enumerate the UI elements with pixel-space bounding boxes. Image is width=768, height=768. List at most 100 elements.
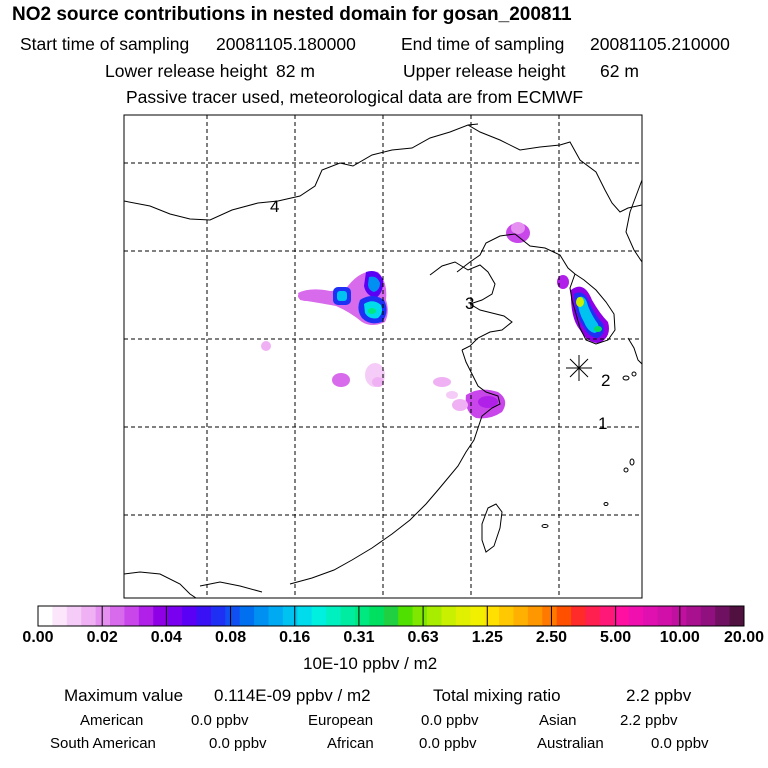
- australian-label: Australian: [537, 735, 604, 752]
- figure-title: NO2 source contributions in nested domai…: [12, 4, 572, 25]
- colorbar-swatch: [455, 606, 471, 626]
- colorbar-swatch: [614, 606, 630, 626]
- colorbar-units: 10E-10 ppbv / m2: [303, 654, 438, 673]
- lat-lon-grid: [124, 115, 642, 598]
- end-time-label: End time of sampling: [401, 34, 565, 54]
- colorbar-tick-label: 10.00: [659, 629, 700, 646]
- colorbar-swatch: [326, 606, 342, 626]
- map-border: [123, 114, 643, 599]
- colorbar-swatch: [340, 606, 356, 626]
- colorbar-swatch: [686, 606, 702, 626]
- colorbar-swatch: [311, 606, 327, 626]
- total-mixing-value: 2.2 ppbv: [626, 686, 692, 705]
- colorbar-swatch: [484, 606, 500, 626]
- colorbar-tick-label: 0.00: [22, 629, 54, 646]
- colorbar-tick-label: 0.08: [214, 629, 247, 646]
- colorbar-swatch: [268, 606, 284, 626]
- colorbar-swatch: [153, 606, 169, 626]
- end-time-value: 20081105.210000: [590, 34, 730, 54]
- colorbar: [37, 605, 745, 627]
- colorbar-swatch: [643, 606, 659, 626]
- colorbar-swatch: [398, 606, 414, 626]
- colorbar-swatch: [599, 606, 615, 626]
- upper-release-label: Upper release height: [403, 61, 566, 81]
- american-value: 0.0 ppbv: [191, 712, 249, 729]
- lower-release-label: Lower release height: [105, 61, 268, 81]
- total-mixing-label: Total mixing ratio: [433, 686, 561, 705]
- asian-label: Asian: [539, 712, 577, 729]
- colorbar-tick-label: 5.00: [600, 629, 632, 646]
- colorbar-swatch: [297, 606, 313, 626]
- colorbar-swatch: [196, 606, 212, 626]
- colorbar-border: [37, 605, 745, 627]
- plume-korea: [557, 275, 609, 344]
- colorbar-swatch: [470, 606, 486, 626]
- south-american-value: 0.0 ppbv: [209, 735, 267, 752]
- colorbar-swatch: [628, 606, 644, 626]
- colorbar-tick-label: 1.25: [471, 629, 503, 646]
- colorbar-swatch: [556, 606, 572, 626]
- max-value-label: Maximum value: [64, 686, 184, 705]
- colorbar-swatch: [499, 606, 514, 626]
- colorbar-swatch: [124, 606, 140, 626]
- colorbar-swatch: [441, 606, 457, 626]
- european-label: European: [308, 712, 374, 729]
- colorbar-swatch: [412, 606, 428, 626]
- colorbar-swatch: [369, 606, 385, 626]
- region-label-4: 4: [270, 197, 279, 216]
- colorbar-tick-label: 0.31: [343, 629, 375, 646]
- colorbar-swatch: [138, 606, 154, 626]
- colorbar-swatch: [225, 606, 241, 626]
- colorbar-swatch: [52, 606, 68, 626]
- region-label-2: 2: [601, 371, 610, 390]
- plume-shanghai: [446, 389, 506, 419]
- colorbar-tick-label: 2.50: [535, 629, 568, 646]
- colorbar-swatch: [527, 606, 543, 626]
- colorbar-tick-label: 0.16: [279, 629, 311, 646]
- colorbar-swatch: [167, 606, 183, 626]
- start-time-label: Start time of sampling: [20, 34, 190, 54]
- colorbar-swatch: [585, 606, 601, 626]
- colorbar-tick-label: 20.00: [723, 629, 765, 646]
- upper-release-value: 62 m: [600, 61, 639, 81]
- colorbar-swatch: [81, 606, 97, 626]
- colorbar-tick-label: 0.02: [86, 629, 118, 646]
- colorbar-swatch: [282, 606, 298, 626]
- colorbar-swatch: [700, 606, 716, 626]
- colorbar-swatch: [513, 606, 529, 626]
- colorbar-swatch: [571, 606, 587, 626]
- colorbar-swatch: [38, 606, 53, 626]
- plume-faint: [261, 341, 451, 387]
- colorbar-swatch: [729, 606, 745, 626]
- receptor-marker: [566, 355, 592, 381]
- african-value: 0.0 ppbv: [419, 735, 477, 752]
- colorbar-swatch: [383, 606, 399, 626]
- colorbar-tick-label: 0.04: [150, 629, 182, 646]
- colorbar-swatch: [427, 606, 442, 626]
- lower-release-value: 82 m: [276, 61, 315, 81]
- south-american-label: South American: [50, 735, 156, 752]
- colorbar-swatch: [95, 606, 111, 626]
- colorbar-swatch: [254, 606, 270, 626]
- colorbar-tick-label: 0.63: [407, 629, 439, 646]
- region-label-1: 1: [598, 414, 607, 433]
- colorbar-swatch: [182, 606, 197, 626]
- colorbar-swatch: [239, 606, 255, 626]
- australian-value: 0.0 ppbv: [651, 735, 709, 752]
- african-label: African: [327, 735, 374, 752]
- max-value: 0.114E-09 ppbv / m2: [214, 686, 371, 705]
- colorbar-swatch: [210, 606, 226, 626]
- asian-value: 2.2 ppbv: [620, 712, 678, 729]
- colorbar-swatch: [657, 606, 673, 626]
- coastlines: [124, 123, 642, 598]
- plume-north-china: [298, 271, 388, 325]
- tracer-note: Passive tracer used, meteorological data…: [126, 87, 584, 107]
- start-time-value: 20081105.180000: [216, 34, 356, 54]
- european-value: 0.0 ppbv: [421, 712, 479, 729]
- colorbar-swatch: [354, 606, 370, 626]
- colorbar-swatch: [542, 606, 558, 626]
- region-label-3: 3: [465, 294, 474, 313]
- american-label: American: [80, 712, 144, 729]
- colorbar-swatch: [715, 606, 731, 626]
